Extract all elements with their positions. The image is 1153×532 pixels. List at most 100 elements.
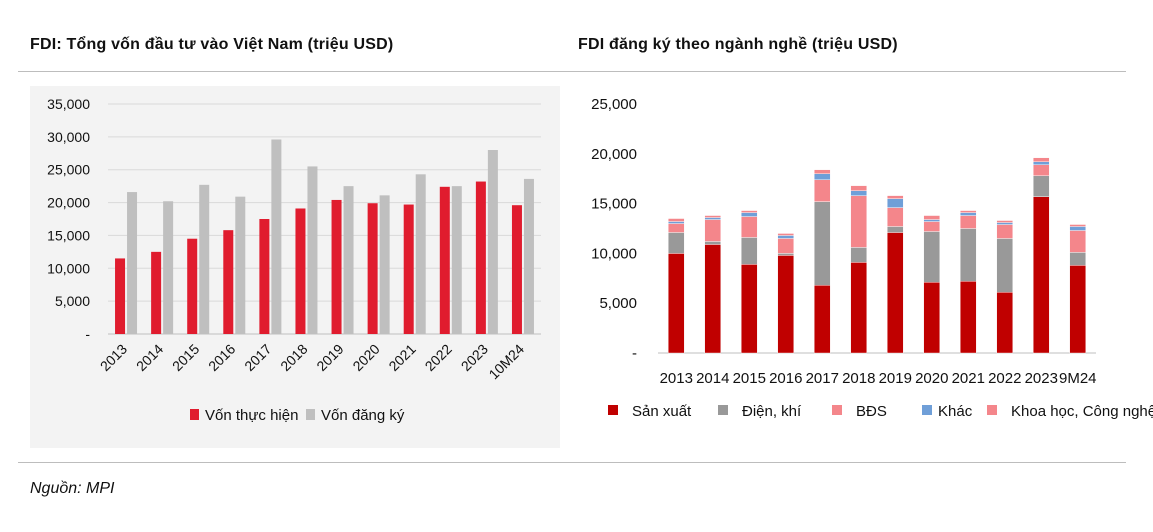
bar [235,196,246,334]
stacked-segment [850,262,867,354]
x-tick-label: 2018 [277,341,310,374]
stacked-segment [814,285,831,354]
stacked-segment [704,219,721,242]
stacked-segment [1069,252,1086,266]
stacked-segment [704,215,721,218]
bar [187,238,198,334]
legend-swatch [922,405,932,415]
bar [523,178,534,334]
x-tick-label: 2018 [842,370,875,387]
bar [403,204,414,334]
stacked-segment [704,217,721,220]
stacked-segment [668,232,685,254]
bar [343,186,354,334]
stacked-segment [850,247,867,263]
stacked-segment [814,173,831,180]
x-tick-label: 2016 [769,370,802,387]
x-tick-label: 2022 [988,370,1021,387]
stacked-segment [960,228,977,282]
stacked-segment [1069,226,1086,231]
stacked-segment [850,190,867,196]
stacked-segment [960,212,977,216]
x-tick-label: 10M24 [485,341,527,383]
stacked-segment [887,195,904,199]
y-tick-label: 25,000 [47,162,90,178]
x-tick-label: 2020 [915,370,948,387]
y-tick-label: - [632,345,637,362]
x-tick-label: 2014 [133,341,166,374]
stacked-segment [960,210,977,213]
stacked-segment [814,201,831,286]
stacked-segment [704,241,721,245]
x-tick-label: 2015 [733,370,766,387]
stacked-segment [1069,265,1086,354]
bar [367,203,378,334]
legend-label: Điện, khí [742,403,802,420]
stacked-segment [668,218,685,222]
stacked-segment [923,215,940,220]
stacked-segment [1033,164,1050,176]
bar [511,205,522,334]
x-tick-label: 9M24 [1059,370,1097,387]
x-tick-label: 2017 [241,341,274,374]
legend-label: Khoa học, Công nghệ [1011,403,1153,420]
stacked-segment [1069,224,1086,227]
stacked-segment [923,231,940,283]
bar [307,166,318,334]
stacked-segment [923,219,940,222]
stacked-segment [960,281,977,354]
stacked-segment [887,198,904,208]
bar [259,219,270,334]
legend-swatch [190,409,199,420]
stacked-segment [923,282,940,354]
left-chart-title: FDI: Tổng vốn đầu tư vào Việt Nam (triệu… [30,36,394,53]
legend-label: Khác [938,403,973,420]
bar [451,186,462,334]
stacked-segment [996,222,1013,225]
bar [379,195,390,334]
bar [223,230,234,334]
stacked-segment [814,169,831,174]
stacked-segment [887,207,904,227]
y-tick-label: 5,000 [599,295,637,312]
bar [439,186,450,334]
stacked-segment [996,220,1013,223]
source-note: Nguồn: MPI [30,480,115,497]
x-tick-label: 2019 [313,341,346,374]
stacked-segment [741,264,758,354]
stacked-segment [1069,230,1086,253]
legend-label: Vốn thực hiện [205,407,298,424]
stacked-segment [777,233,794,236]
legend-swatch [832,405,842,415]
stacked-segment [741,212,758,217]
right-chart-title: FDI đăng ký theo ngành nghề (triệu USD) [578,36,898,53]
stacked-segment [996,292,1013,354]
bar [127,192,138,334]
legend-label: Vốn đăng ký [321,407,405,424]
bar [475,181,486,334]
bar [271,139,282,334]
stacked-segment [1033,196,1050,354]
bar [151,251,162,334]
y-tick-label: 20,000 [47,195,90,211]
stacked-segment [777,235,794,239]
x-tick-label: 2023 [1025,370,1058,387]
stacked-segment [1033,161,1050,165]
stacked-segment [960,215,977,229]
stacked-segment [887,232,904,354]
y-tick-label: 30,000 [47,129,90,145]
legend-label: Sản xuất [632,403,692,420]
x-tick-label: 2021 [952,370,985,387]
stacked-segment [887,226,904,233]
bar [487,150,498,334]
y-tick-label: 15,000 [591,196,637,213]
x-tick-label: 2021 [385,341,418,374]
x-tick-label: 2014 [696,370,729,387]
top-divider [18,71,1126,72]
y-tick-label: 35,000 [47,96,90,112]
y-tick-label: 15,000 [47,227,90,243]
x-tick-label: 2022 [422,341,455,374]
stacked-segment [741,210,758,213]
stacked-segment [777,253,794,256]
legend-swatch [306,409,315,420]
